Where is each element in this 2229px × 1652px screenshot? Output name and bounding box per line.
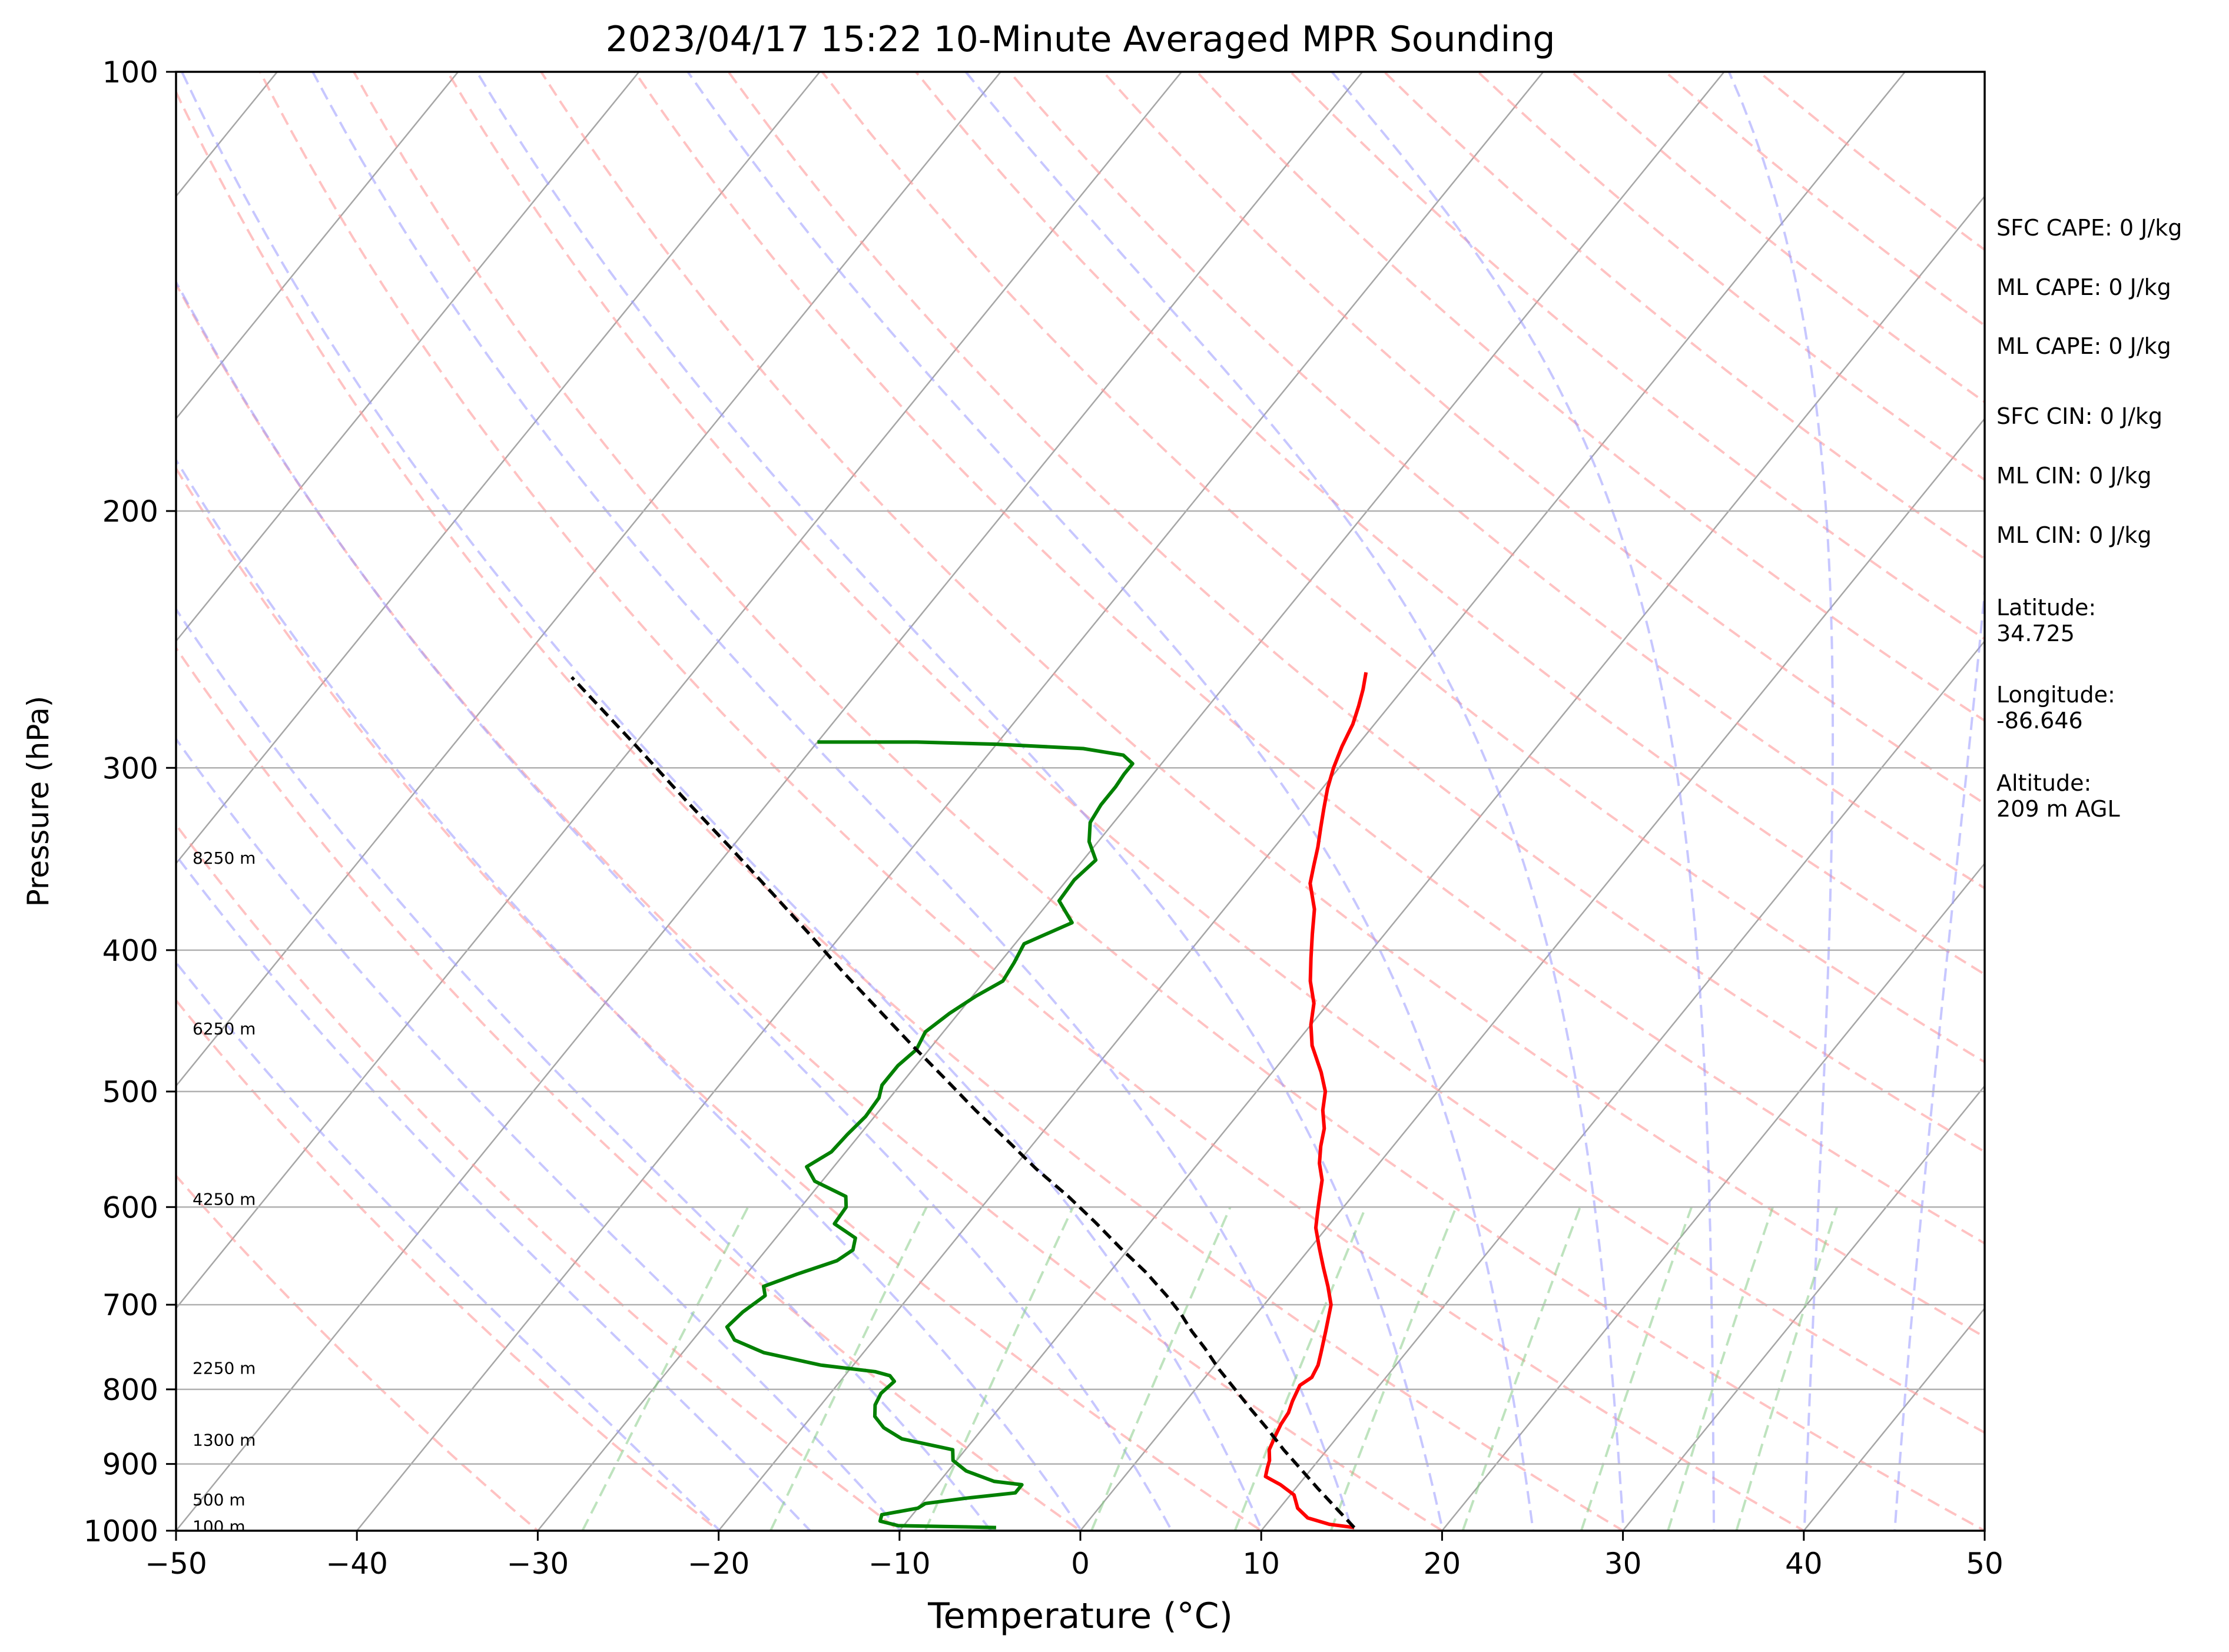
x-tick-label: 0 — [1071, 1547, 1090, 1581]
moist-adiabat-line — [964, 72, 1625, 1531]
isotherm-line — [176, 72, 1002, 1087]
dry-adiabat-line — [633, 72, 1985, 1245]
stats-annotation: Latitude: 34.725 — [1996, 595, 2096, 646]
isotherm-line — [1441, 862, 1985, 1531]
height-label: 6250 m — [193, 1019, 256, 1039]
x-tick-label: 10 — [1242, 1547, 1280, 1581]
chart-title: 2023/04/17 15:22 10-Minute Averaged MPR … — [606, 19, 1555, 60]
dry-adiabat-line — [258, 72, 1806, 1531]
moist-adiabat-line — [1727, 72, 1834, 1531]
height-label: 100 m — [193, 1517, 246, 1537]
stats-annotation: Longitude: -86.646 — [1996, 682, 2115, 734]
mixing-ratio-line — [1090, 1206, 1232, 1531]
dry-adiabat-lines — [176, 72, 1985, 1531]
stats-annotation: SFC CIN: 0 J/kg — [1996, 403, 2162, 429]
height-label: 4250 m — [193, 1190, 256, 1209]
dry-adiabat-line — [539, 72, 1985, 1339]
mixing-ratio-line — [924, 1206, 1074, 1531]
stats-annotation: ML CAPE: 0 J/kg — [1996, 274, 2171, 300]
x-tick-label: −10 — [868, 1547, 931, 1581]
moist-adiabat-line — [1330, 72, 1716, 1531]
isotherm-line — [1621, 1084, 1985, 1531]
y-axis-ticks: 1000 900 800 700 600 500 400 300 200 100 — [84, 55, 176, 1548]
profile-series — [570, 672, 1368, 1530]
moist-adiabat-line — [475, 72, 1444, 1531]
y-tick-label: 300 — [102, 751, 158, 785]
height-label: 2250 m — [193, 1358, 256, 1378]
moist-adiabat-line — [176, 607, 993, 1531]
pressure-gridlines — [176, 72, 1985, 1531]
x-axis-ticks: −50 −40 −30 −20 −10 0 10 20 30 40 50 — [145, 1531, 2004, 1581]
isotherm-line — [176, 72, 640, 642]
dry-adiabat-line — [176, 281, 1445, 1531]
stats-annotations: SFC CAPE: 0 J/kg ML CAPE: 0 J/kg ML CAPE: … — [1996, 215, 2182, 822]
x-tick-label: 20 — [1424, 1547, 1461, 1581]
dry-adiabat-line — [1195, 72, 1985, 722]
height-label: 500 m — [193, 1490, 246, 1510]
x-tick-label: −30 — [507, 1547, 569, 1581]
dry-adiabat-line — [176, 998, 721, 1531]
mixing-ratio-line — [1461, 1206, 1581, 1531]
isotherm-line — [536, 72, 1726, 1531]
y-tick-label: 700 — [102, 1288, 158, 1322]
isotherm-line — [176, 72, 821, 865]
y-tick-label: 100 — [102, 55, 158, 89]
dry-adiabat-line — [446, 72, 1985, 1434]
parcel-profile-line — [570, 676, 1356, 1529]
mixing-ratio-line — [1329, 1206, 1458, 1531]
isotherm-line — [176, 72, 1364, 1531]
height-label: 8250 m — [193, 848, 256, 868]
y-tick-label: 200 — [102, 495, 158, 529]
y-tick-label: 600 — [102, 1190, 158, 1225]
isotherm-line — [898, 195, 1985, 1531]
moist-adiabat-line — [1893, 580, 1985, 1531]
moist-adiabat-line — [311, 72, 1354, 1531]
moist-adiabat-line — [176, 960, 722, 1531]
mixing-ratio-line — [1580, 1206, 1693, 1531]
stats-annotation: Altitude: 209 m AGL — [1996, 770, 2120, 822]
height-label: 1300 m — [193, 1430, 256, 1449]
temperature-line — [1263, 672, 1368, 1530]
x-axis-label: Temperature (°C) — [927, 1595, 1233, 1637]
dry-adiabat-line — [820, 72, 1985, 1064]
x-tick-label: −50 — [145, 1547, 207, 1581]
moist-adiabat-line — [686, 72, 1535, 1531]
y-tick-label: 900 — [102, 1448, 158, 1482]
y-tick-label: 500 — [102, 1075, 158, 1109]
y-axis-label: Pressure (hPa) — [21, 696, 55, 907]
moist-adiabat-line — [176, 279, 1173, 1531]
isotherm-line — [356, 72, 1544, 1531]
moist-adiabat-line — [176, 853, 812, 1531]
plot-area: 100 m 500 m 1300 m 2250 m 4250 m 6250 m 8250 m — [176, 72, 1985, 1537]
isotherm-line — [176, 72, 459, 420]
y-tick-label: 800 — [102, 1373, 158, 1407]
stats-annotation: ML CIN: 0 J/kg — [1996, 522, 2151, 548]
moist-adiabat-line — [176, 737, 903, 1531]
dry-adiabat-line — [176, 1174, 540, 1531]
stats-annotation: SFC CAPE: 0 J/kg — [1996, 215, 2182, 241]
dry-adiabat-line — [176, 89, 1626, 1531]
dry-adiabat-line — [352, 72, 1985, 1531]
dewpoint-line — [725, 740, 1135, 1530]
height-labels: 100 m 500 m 1300 m 2250 m 4250 m 6250 m 8250 m — [193, 848, 256, 1537]
dry-adiabat-line — [914, 72, 1985, 976]
x-tick-label: −20 — [688, 1547, 750, 1581]
y-tick-label: 1000 — [84, 1514, 158, 1548]
x-tick-label: 30 — [1604, 1547, 1642, 1581]
dry-adiabat-line — [176, 646, 1083, 1531]
isotherm-line — [1079, 417, 1985, 1531]
moist-adiabat-line — [176, 457, 1083, 1531]
x-tick-label: −40 — [326, 1547, 388, 1581]
stats-annotation: ML CIN: 0 J/kg — [1996, 463, 2151, 489]
stats-annotation: ML CAPE: 0 J/kg — [1996, 333, 2171, 359]
y-tick-label: 400 — [102, 934, 158, 968]
dry-adiabat-line — [176, 466, 1263, 1531]
x-tick-label: 50 — [1966, 1547, 2004, 1581]
x-tick-label: 40 — [1785, 1547, 1823, 1581]
isotherm-line — [717, 72, 1906, 1531]
mixing-ratio-line — [1233, 1206, 1367, 1531]
